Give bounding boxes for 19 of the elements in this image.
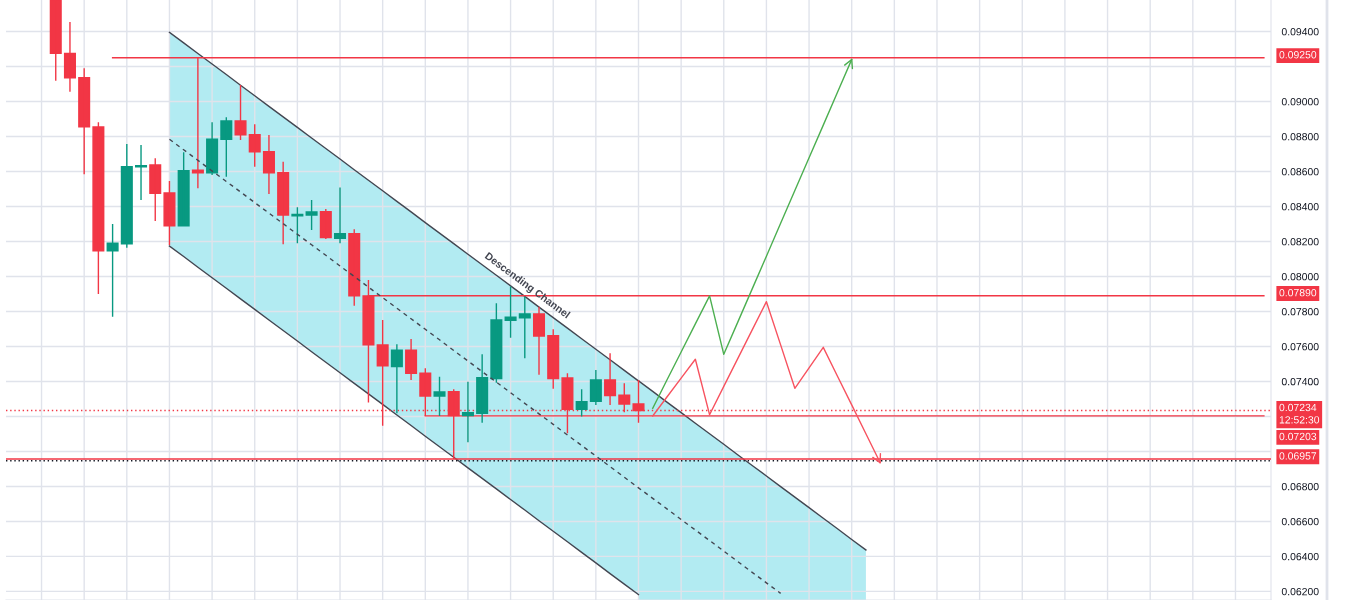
y-tick-label: 0.08200 [1281,237,1319,246]
data-label: 0.07203 [1279,432,1317,441]
y-tick-label: 0.06200 [1281,587,1319,596]
y-tick-label: 0.08400 [1281,202,1319,211]
y-tick-label: 0.09400 [1281,28,1319,36]
ref-line-label: 0.06957 [1279,452,1317,460]
data-label: 0.07890 [1279,288,1317,297]
y-tick-label: 0.08000 [1281,272,1319,281]
y-tick-label: 0.06600 [1281,517,1319,526]
y-tick-label: 0.07600 [1281,342,1319,351]
data-label: 0.09250 [1279,51,1317,59]
y-tick-label: 0.07400 [1281,377,1319,386]
ref-line-label: 0.07234 12:52:30 [1279,403,1320,424]
y-tick-label: 0.09000 [1281,97,1319,106]
y-tick-label: 0.06400 [1281,552,1319,561]
y-tick-label: 0.08800 [1281,132,1319,141]
y-tick-label: 0.07800 [1281,307,1319,316]
y-tick-label: 0.08600 [1281,167,1319,176]
y-tick-label: 0.06800 [1281,482,1319,491]
